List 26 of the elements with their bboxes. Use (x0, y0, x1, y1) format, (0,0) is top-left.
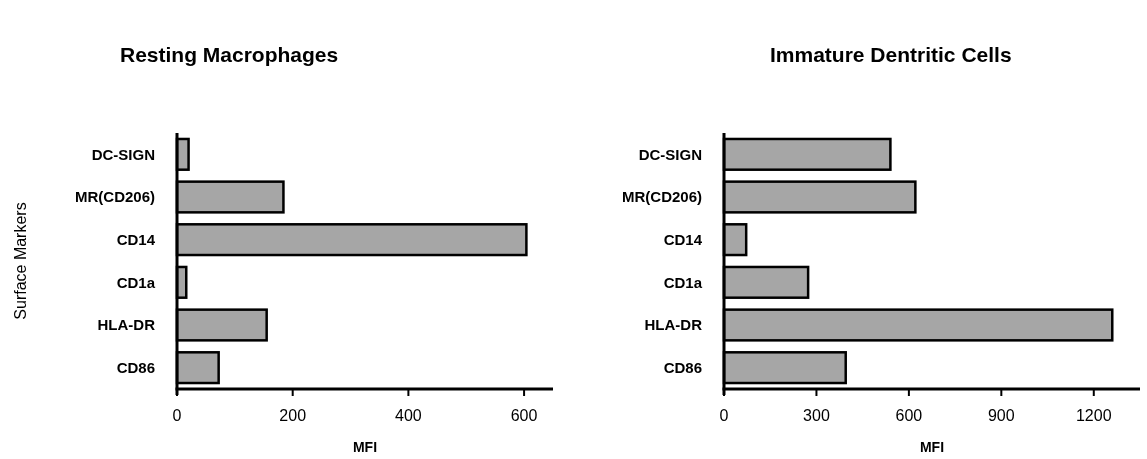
x-tick-label: 0 (172, 407, 182, 424)
y-tick-label: DC-SIGN (91, 145, 155, 163)
y-tick-label: CD1a (663, 273, 703, 291)
x-axis-title: MFI (919, 439, 945, 455)
y-tick-label: CD86 (663, 358, 702, 376)
x-tick-label: 600 (895, 407, 923, 424)
x-tick-label: 300 (803, 407, 830, 424)
y-axis-title: Surface Markers (12, 202, 29, 320)
y-tick-label: CD14 (663, 230, 703, 248)
chart-title: Immature Dentritic Cells (770, 43, 1012, 66)
y-tick-label: HLA-DR (97, 316, 156, 334)
y-tick-label: DC-SIGN (638, 145, 702, 163)
x-tick-label: 900 (987, 407, 1015, 424)
y-tick-label: MR(CD206) (621, 188, 702, 206)
y-tick-label: CD1a (116, 273, 156, 291)
x-tick-label: 600 (510, 407, 538, 424)
x-tick-label: 200 (279, 407, 307, 424)
y-tick-label: MR(CD206) (74, 188, 155, 206)
y-tick-label: CD14 (116, 230, 156, 248)
x-tick-label: 400 (395, 407, 422, 424)
x-axis-title: MFI (352, 439, 378, 455)
x-tick-label: 0 (719, 407, 729, 424)
x-tick-label: 1200 (1075, 407, 1112, 424)
y-tick-label: CD86 (116, 358, 155, 376)
chart-title: Resting Macrophages (120, 43, 339, 66)
y-tick-label: HLA-DR (644, 316, 703, 334)
